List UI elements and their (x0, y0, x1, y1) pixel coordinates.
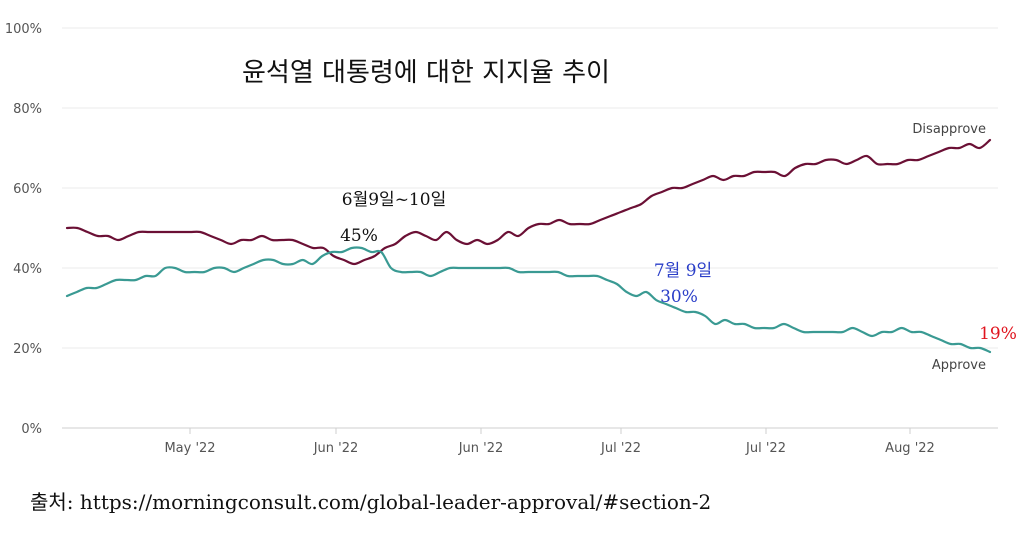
x-tick-label: Aug '22 (885, 441, 935, 456)
annotations: 6월9일~10일 45% 7월 9일 30% 19% (340, 190, 1017, 344)
y-tick-label: 0% (21, 422, 42, 437)
y-tick-label: 40% (13, 262, 42, 277)
x-tick-label: Jun '22 (458, 441, 504, 456)
x-tick-label: Jul '22 (600, 441, 641, 456)
series-label-disapprove: Disapprove (912, 122, 986, 137)
x-tick-label: Jun '22 (313, 441, 359, 456)
y-tick-label: 60% (13, 182, 42, 197)
y-axis: 0% 20% 40% 60% 80% 100% (5, 22, 42, 437)
x-tick-label: May '22 (164, 441, 215, 456)
annotation-label: 45% (340, 226, 378, 246)
annotation-label: 7월 9일 (654, 261, 712, 281)
series-line-disapprove (65, 138, 992, 266)
annotation-label: 6월9일~10일 (342, 190, 446, 210)
source-caption: 출처: https://morningconsult.com/global-le… (30, 490, 712, 514)
series-label-approve: Approve (932, 358, 986, 373)
chart-title: 윤석열 대통령에 대한 지지율 추이 (242, 58, 610, 88)
annotation-label: 19% (979, 324, 1017, 344)
y-tick-label: 80% (13, 102, 42, 117)
annotation-label: 30% (660, 287, 698, 307)
y-tick-label: 20% (13, 342, 42, 357)
series-line-approve (65, 246, 992, 354)
x-axis: May '22 Jun '22 Jun '22 Jul '22 Jul '22 Aug '… (164, 428, 935, 456)
y-tick-label: 100% (5, 22, 42, 37)
series-lines (65, 138, 992, 354)
x-tick-label: Jul '22 (745, 441, 786, 456)
